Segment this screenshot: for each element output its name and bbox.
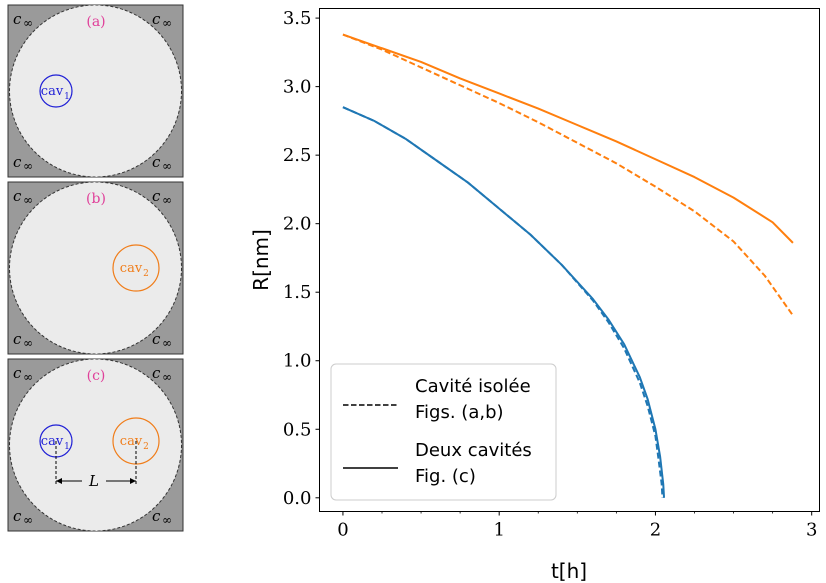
panel-c-corner-tr: c ∞ [152,364,172,384]
svg-text:1: 1 [64,442,70,452]
panel-a-cavity-1-label: cav 1 [41,84,70,102]
panel-a-domain-circle [9,4,182,178]
y-axis-ticks: 0.0 0.5 1.0 1.5 2.0 2.5 3.0 3.5 [283,8,320,509]
svg-text:c: c [152,364,161,382]
panel-c-cavity-2-label: cav 2 [120,434,149,452]
panel-c-arrowhead-right [130,478,136,484]
svg-text:c: c [13,10,22,28]
panel-b-domain-circle [9,181,182,355]
chart-area: 0.0 0.5 1.0 1.5 2.0 2.5 3.0 3.5 0 1 2 3 R[nm] t[h]… [249,8,820,583]
y-tick-label: 2.5 [283,145,312,166]
svg-text:∞: ∞ [162,159,172,173]
y-tick-label: 2.0 [283,214,312,235]
panel-a: (a) c ∞ c ∞ c ∞ c ∞ cav 1 [7,4,184,178]
svg-text:c: c [152,507,161,525]
svg-text:∞: ∞ [162,336,172,350]
panel-c-corner-br: c ∞ [152,507,172,527]
panel-a-corner-tl: c ∞ [13,10,33,30]
svg-text:1: 1 [64,92,70,102]
svg-text:∞: ∞ [162,370,172,384]
panel-b-label: (b) [86,191,106,207]
panel-a-label: (a) [86,14,105,30]
svg-text:cav: cav [41,84,64,99]
panel-b-cavity-2-label: cav 2 [120,261,149,279]
legend: Cavité isolée Figs. (a,b) Deux cavités F… [330,363,557,501]
y-tick-label: 3.5 [283,8,312,29]
panel-c-domain-circle [9,358,182,532]
x-tick-label: 3 [806,520,817,541]
panel-c: (c) c ∞ c ∞ c ∞ c ∞ cav 1 cav 2 [7,358,184,532]
panel-b: (b) c ∞ c ∞ c ∞ c ∞ cav 2 [7,181,184,355]
svg-text:c: c [13,364,22,382]
svg-text:∞: ∞ [162,16,172,30]
y-tick-label: 0.5 [283,419,312,440]
svg-text:c: c [152,187,161,205]
panel-b-cavity-2-circle [112,244,160,292]
legend-entry-1-line-2: Figs. (a,b) [415,402,504,423]
svg-text:∞: ∞ [23,159,33,173]
y-tick-label: 1.5 [283,282,312,303]
y-axis-label: R[nm] [249,229,273,291]
panel-b-corner-tr: c ∞ [152,187,172,207]
panel-c-arrowhead-left [56,478,62,484]
svg-text:c: c [13,187,22,205]
orange-series-dashed [342,33,794,317]
x-tick-label: 1 [493,520,504,541]
svg-text:∞: ∞ [162,513,172,527]
panel-c-corner-bl: c ∞ [13,507,33,527]
legend-entry-2-line-2: Fig. (c) [415,466,476,487]
svg-text:c: c [152,10,161,28]
svg-text:∞: ∞ [23,370,33,384]
x-axis-ticks: 0 1 2 3 [337,511,817,541]
series-layer [342,33,794,498]
y-tick-label: 1.0 [283,351,312,372]
svg-text:cav: cav [41,434,64,449]
svg-text:∞: ∞ [23,336,33,350]
svg-text:c: c [13,507,22,525]
svg-text:cav: cav [120,434,143,449]
x-tick-label: 0 [337,520,348,541]
legend-entry-2-line-1: Deux cavités [415,440,532,461]
panel-b-corner-tl: c ∞ [13,187,33,207]
y-tick-label: 3.0 [283,77,312,98]
blue-series-dashed [342,106,664,498]
panel-b-corner-br: c ∞ [152,330,172,350]
svg-text:c: c [152,153,161,171]
svg-text:2: 2 [143,269,149,279]
svg-text:c: c [152,330,161,348]
panel-c-corner-tl: c ∞ [13,364,33,384]
panel-b-corner-bl: c ∞ [13,330,33,350]
svg-text:cav: cav [120,261,143,276]
svg-text:2: 2 [143,442,149,452]
y-tick-label: 0.0 [283,488,312,509]
panel-a-cavity-1-circle [39,74,73,108]
svg-text:c: c [13,330,22,348]
x-axis-label: t[h] [551,559,587,583]
orange-series-solid [342,33,794,244]
svg-text:∞: ∞ [162,193,172,207]
x-tick-label: 2 [650,520,661,541]
panel-a-corner-bl: c ∞ [13,153,33,173]
svg-text:∞: ∞ [23,193,33,207]
legend-entry-1-line-1: Cavité isolée [415,376,531,397]
plot-frame [319,8,820,512]
panel-a-corner-br: c ∞ [152,153,172,173]
svg-text:∞: ∞ [23,513,33,527]
svg-text:∞: ∞ [23,16,33,30]
svg-text:c: c [13,153,22,171]
panel-c-label: (c) [87,368,106,384]
legend-box [330,363,557,501]
panel-c-distance-label: L [88,472,99,490]
panel-a-corner-tr: c ∞ [152,10,172,30]
panel-c-cavity-1-label: cav 1 [41,434,70,452]
